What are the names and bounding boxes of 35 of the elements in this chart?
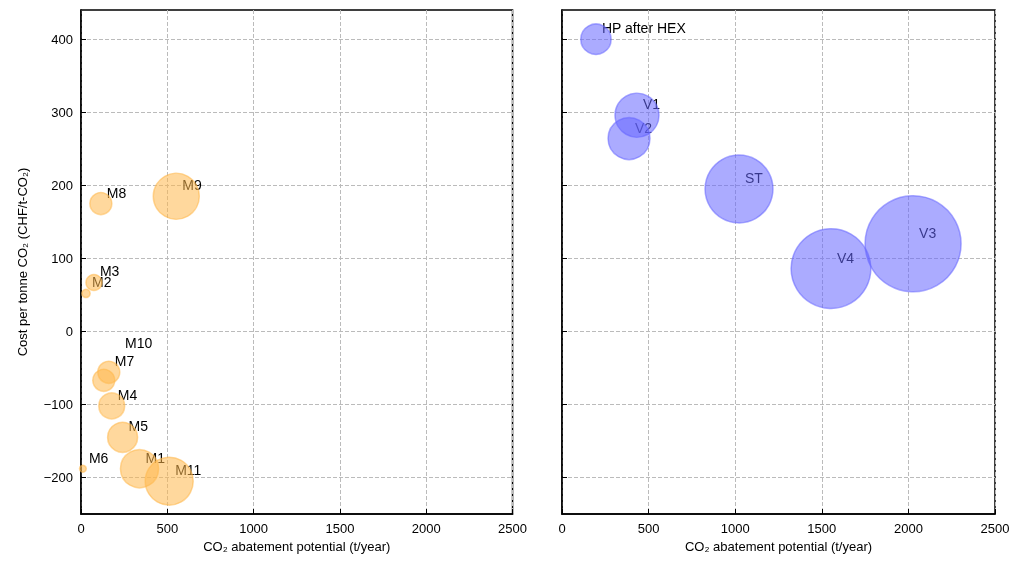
y-tick-label: 300 bbox=[51, 104, 73, 120]
annotation: M7 bbox=[114, 353, 135, 370]
annotation: V3 bbox=[919, 224, 937, 241]
annotation: M10 bbox=[125, 335, 153, 351]
annotation: M1 bbox=[145, 449, 166, 466]
annotation: V4 bbox=[836, 249, 855, 266]
annotation: M8 bbox=[106, 184, 127, 201]
x-axis-title: CO₂ abatement potential (t/year) bbox=[203, 539, 391, 554]
annotation: M6 bbox=[88, 449, 109, 466]
x-tick-label: 0 bbox=[558, 521, 566, 536]
annotation: M4 bbox=[117, 386, 138, 403]
x-tick-label: 2000 bbox=[411, 521, 441, 536]
annotation: ST bbox=[745, 169, 764, 186]
y-tick-label: 400 bbox=[51, 31, 73, 47]
annotation: M5 bbox=[128, 418, 149, 435]
x-tick-label: 1500 bbox=[807, 521, 837, 536]
annotation: M11 bbox=[175, 462, 202, 479]
x-tick-label: 2000 bbox=[893, 521, 923, 536]
annotation: V2 bbox=[635, 119, 653, 136]
y-tick-label: −100 bbox=[43, 396, 73, 412]
y-tick-label: 200 bbox=[51, 177, 73, 193]
x-tick-label: 1500 bbox=[325, 521, 355, 536]
x-tick-label: 500 bbox=[156, 521, 179, 536]
x-tick-label: 1000 bbox=[239, 521, 269, 536]
x-axis-title: CO₂ abatement potential (t/year) bbox=[684, 539, 873, 554]
y-axis-title: Cost per tonne CO₂ (CHF/t-CO₂) bbox=[15, 167, 30, 357]
y-tick-label: 0 bbox=[65, 323, 73, 339]
x-tick-label: 1000 bbox=[720, 521, 750, 536]
x-tick-label: 0 bbox=[77, 521, 85, 536]
x-tick-label: 2500 bbox=[498, 521, 527, 536]
annotation: HP after HEX bbox=[601, 20, 687, 37]
y-tick-label: 100 bbox=[51, 250, 73, 266]
x-tick-label: 2500 bbox=[980, 521, 1010, 536]
y-tick-label: −200 bbox=[43, 469, 73, 485]
x-tick-label: 500 bbox=[637, 521, 660, 536]
